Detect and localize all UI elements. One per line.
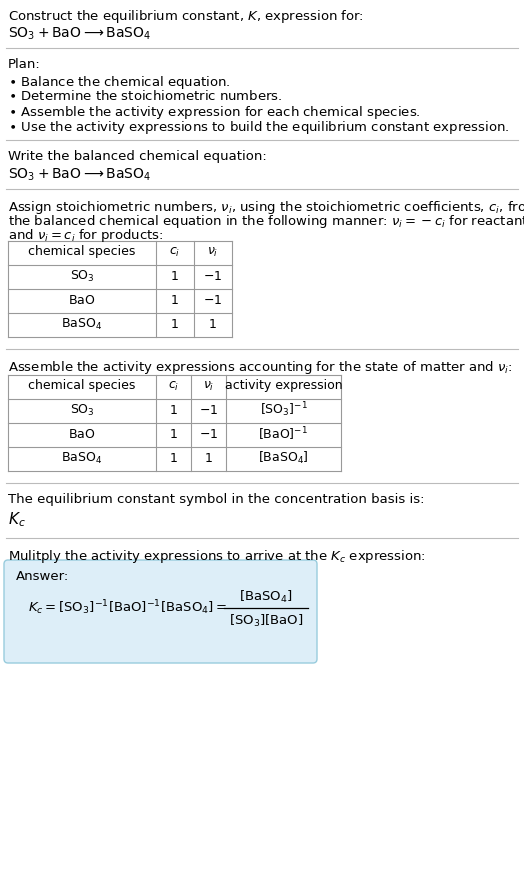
Text: $[\mathrm{SO_3}][\mathrm{BaO}]$: $[\mathrm{SO_3}][\mathrm{BaO}]$ <box>229 613 303 629</box>
Text: Answer:: Answer: <box>16 570 69 583</box>
Text: $[\mathrm{BaSO_4}]$: $[\mathrm{BaSO_4}]$ <box>258 450 309 466</box>
Text: 1: 1 <box>170 428 178 440</box>
Text: and $\nu_i = c_i$ for products:: and $\nu_i = c_i$ for products: <box>8 227 163 244</box>
FancyBboxPatch shape <box>4 560 317 663</box>
Text: the balanced chemical equation in the following manner: $\nu_i = -c_i$ for react: the balanced chemical equation in the fo… <box>8 213 524 230</box>
Text: $\nu_i$: $\nu_i$ <box>208 246 219 259</box>
Text: $K_c = [\mathrm{SO_3}]^{-1} [\mathrm{BaO}]^{-1} [\mathrm{BaSO_4}] =$: $K_c = [\mathrm{SO_3}]^{-1} [\mathrm{BaO… <box>28 598 227 617</box>
Text: $\bullet$ Assemble the activity expression for each chemical species.: $\bullet$ Assemble the activity expressi… <box>8 104 421 121</box>
Text: $[\mathrm{SO_3}]^{-1}$: $[\mathrm{SO_3}]^{-1}$ <box>259 401 308 420</box>
Text: Construct the equilibrium constant, $K$, expression for:: Construct the equilibrium constant, $K$,… <box>8 8 364 25</box>
Text: $c_i$: $c_i$ <box>169 246 181 259</box>
Text: 1: 1 <box>170 452 178 464</box>
Text: $\mathrm{SO_3 + BaO \longrightarrow BaSO_4}$: $\mathrm{SO_3 + BaO \longrightarrow BaSO… <box>8 167 151 183</box>
Text: $\bullet$ Use the activity expressions to build the equilibrium constant express: $\bullet$ Use the activity expressions t… <box>8 119 509 136</box>
Text: $\bullet$ Balance the chemical equation.: $\bullet$ Balance the chemical equation. <box>8 74 231 91</box>
Text: chemical species: chemical species <box>28 246 136 258</box>
Text: $\mathrm{BaO}$: $\mathrm{BaO}$ <box>68 428 96 440</box>
Text: $c_i$: $c_i$ <box>168 380 179 393</box>
Text: Assign stoichiometric numbers, $\nu_i$, using the stoichiometric coefficients, $: Assign stoichiometric numbers, $\nu_i$, … <box>8 199 524 216</box>
Text: Assemble the activity expressions accounting for the state of matter and $\nu_i$: Assemble the activity expressions accoun… <box>8 359 512 376</box>
Text: activity expression: activity expression <box>225 380 342 393</box>
Text: $-1$: $-1$ <box>199 428 218 440</box>
Text: 1: 1 <box>171 294 179 306</box>
Text: $\mathrm{SO_3 + BaO \longrightarrow BaSO_4}$: $\mathrm{SO_3 + BaO \longrightarrow BaSO… <box>8 26 151 42</box>
Text: $\bullet$ Determine the stoichiometric numbers.: $\bullet$ Determine the stoichiometric n… <box>8 89 282 103</box>
Text: $\mathrm{BaO}$: $\mathrm{BaO}$ <box>68 294 96 306</box>
Text: $-1$: $-1$ <box>199 404 218 416</box>
Text: 1: 1 <box>171 270 179 282</box>
Text: $\mathrm{BaSO_4}$: $\mathrm{BaSO_4}$ <box>61 450 103 465</box>
Text: $K_c$: $K_c$ <box>8 510 26 529</box>
Text: $[\mathrm{BaO}]^{-1}$: $[\mathrm{BaO}]^{-1}$ <box>258 425 309 443</box>
Text: $\mathrm{BaSO_4}$: $\mathrm{BaSO_4}$ <box>61 316 103 331</box>
Text: $\mathrm{SO_3}$: $\mathrm{SO_3}$ <box>70 269 94 284</box>
Text: $\mathrm{SO_3}$: $\mathrm{SO_3}$ <box>70 403 94 418</box>
Text: The equilibrium constant symbol in the concentration basis is:: The equilibrium constant symbol in the c… <box>8 493 424 506</box>
Text: chemical species: chemical species <box>28 380 136 393</box>
Text: 1: 1 <box>171 318 179 330</box>
Text: $-1$: $-1$ <box>203 270 223 282</box>
Text: $-1$: $-1$ <box>203 294 223 306</box>
Text: Plan:: Plan: <box>8 58 41 71</box>
Text: 1: 1 <box>204 452 212 464</box>
Text: 1: 1 <box>209 318 217 330</box>
Text: $\nu_i$: $\nu_i$ <box>203 380 214 393</box>
Text: Write the balanced chemical equation:: Write the balanced chemical equation: <box>8 150 267 163</box>
Text: 1: 1 <box>170 404 178 416</box>
Text: $[\mathrm{BaSO_4}]$: $[\mathrm{BaSO_4}]$ <box>239 589 293 605</box>
Text: Mulitply the activity expressions to arrive at the $K_c$ expression:: Mulitply the activity expressions to arr… <box>8 548 426 565</box>
